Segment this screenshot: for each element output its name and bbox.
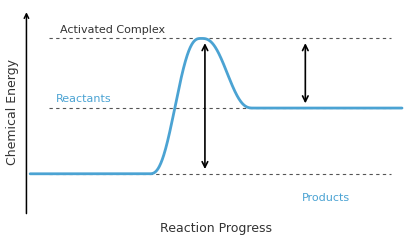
Text: Products: Products <box>302 193 350 203</box>
X-axis label: Reaction Progress: Reaction Progress <box>160 222 272 235</box>
Text: Activated Complex: Activated Complex <box>60 25 165 34</box>
Text: Reactants: Reactants <box>56 94 112 104</box>
Y-axis label: Chemical Energy: Chemical Energy <box>5 59 19 165</box>
